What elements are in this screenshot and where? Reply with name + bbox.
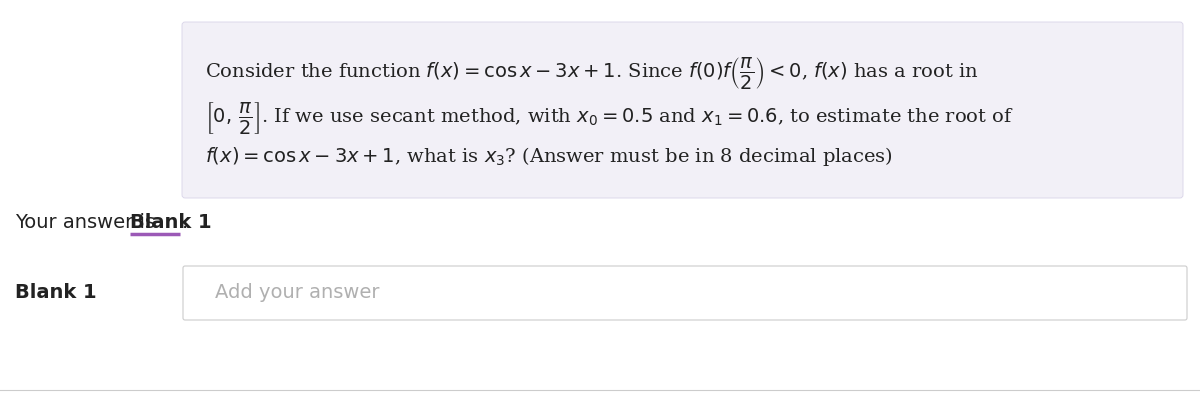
Text: $\left[0,\, \dfrac{\pi}{2}\right]$. If we use secant method, with $x_0 = 0.5$ an: $\left[0,\, \dfrac{\pi}{2}\right]$. If w…: [205, 100, 1014, 136]
Text: Your answer is: Your answer is: [14, 212, 161, 231]
FancyBboxPatch shape: [182, 22, 1183, 198]
Text: .: .: [182, 212, 188, 231]
Text: Consider the function $f(x) = \cos x - 3x + 1$. Since $f(0)f\left(\dfrac{\pi}{2}: Consider the function $f(x) = \cos x - 3…: [205, 55, 979, 91]
Text: Blank 1: Blank 1: [130, 212, 211, 231]
FancyBboxPatch shape: [182, 266, 1187, 320]
Text: Blank 1: Blank 1: [14, 284, 97, 302]
Text: Add your answer: Add your answer: [215, 284, 379, 302]
Text: $f(x) = \cos x - 3x + 1$, what is $x_3$? (Answer must be in 8 decimal places): $f(x) = \cos x - 3x + 1$, what is $x_3$?…: [205, 145, 893, 168]
